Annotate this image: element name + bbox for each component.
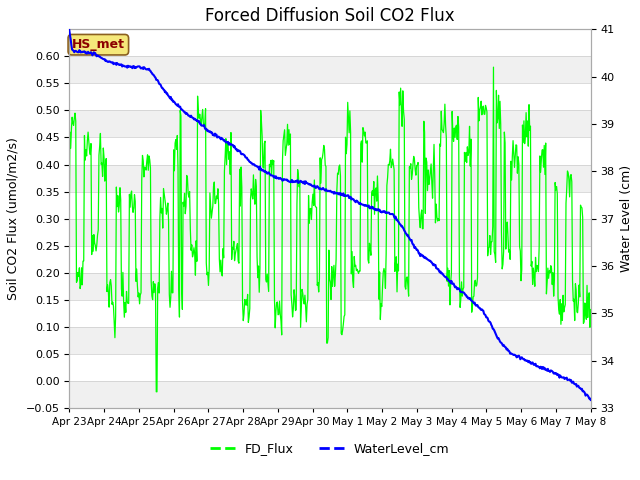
Bar <box>69 165 591 192</box>
Text: HS_met: HS_met <box>72 38 125 51</box>
Title: Forced Diffusion Soil CO2 Flux: Forced Diffusion Soil CO2 Flux <box>205 7 455 25</box>
Bar <box>69 218 591 246</box>
Bar <box>69 273 591 300</box>
Bar <box>69 56 591 84</box>
Bar <box>69 246 591 273</box>
Legend: FD_Flux, WaterLevel_cm: FD_Flux, WaterLevel_cm <box>205 437 454 460</box>
Bar <box>69 84 591 110</box>
Bar <box>69 137 591 165</box>
Bar <box>69 327 591 354</box>
Bar <box>69 110 591 137</box>
Bar <box>69 354 591 381</box>
Bar <box>69 300 591 327</box>
Bar <box>69 192 591 218</box>
Y-axis label: Soil CO2 Flux (umol/m2/s): Soil CO2 Flux (umol/m2/s) <box>7 137 20 300</box>
Bar <box>69 381 591 408</box>
Y-axis label: Water Level (cm): Water Level (cm) <box>620 165 633 272</box>
